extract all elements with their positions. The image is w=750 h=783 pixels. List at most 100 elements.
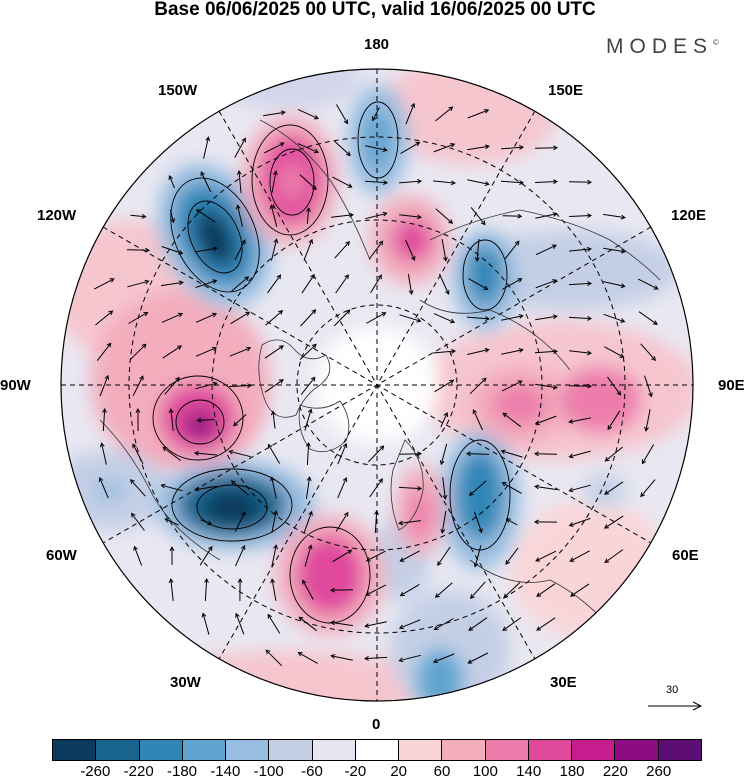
wind-vector bbox=[476, 238, 480, 262]
wind-vector bbox=[300, 377, 316, 395]
wind-vector bbox=[435, 208, 453, 224]
wind-vector-head bbox=[533, 519, 539, 525]
wind-vector-head bbox=[467, 659, 473, 664]
wind-vector-head bbox=[552, 279, 558, 284]
colorbar-swatch bbox=[658, 740, 701, 760]
wind-vector-head bbox=[439, 460, 445, 466]
wind-vector-head bbox=[445, 289, 450, 295]
wind-vector bbox=[335, 512, 349, 532]
wind-vector bbox=[535, 279, 557, 289]
wind-vector-head bbox=[377, 274, 382, 280]
wind-vector-head bbox=[298, 616, 304, 622]
wind-vector bbox=[604, 549, 624, 563]
wind-vector-head bbox=[278, 345, 284, 350]
wind-vector-head bbox=[345, 309, 351, 315]
wind-vector-head bbox=[205, 136, 211, 142]
lon-label-60e: 60E bbox=[672, 547, 699, 564]
wind-vector bbox=[641, 444, 655, 464]
wind-vector bbox=[99, 375, 109, 397]
wind-vector-head bbox=[139, 375, 144, 381]
wind-vector bbox=[570, 583, 590, 597]
wind-vector-head bbox=[311, 309, 317, 315]
colorbar-swatch bbox=[96, 740, 140, 760]
wind-vector-head bbox=[484, 181, 490, 186]
wind-vector-head bbox=[604, 490, 610, 495]
wind-vector-head bbox=[276, 274, 282, 280]
wind-vector-head bbox=[569, 557, 575, 562]
wind-vector-head bbox=[305, 441, 311, 447]
wind-vector bbox=[233, 414, 247, 426]
wind-vector bbox=[468, 617, 488, 631]
wind-vector bbox=[264, 379, 284, 393]
wind-vector bbox=[435, 106, 453, 122]
wind-vector bbox=[162, 446, 182, 462]
wind-vector bbox=[442, 477, 446, 499]
wind-vector-head bbox=[518, 348, 524, 353]
wind-vector-head bbox=[619, 353, 625, 358]
wind-vector-head bbox=[473, 562, 479, 568]
colorbar-swatch bbox=[312, 740, 356, 760]
wind-vector bbox=[127, 280, 149, 288]
wind-vector bbox=[95, 310, 113, 326]
wind-vector bbox=[640, 343, 656, 361]
wind-vector-head bbox=[620, 248, 626, 254]
wind-vector-head bbox=[160, 483, 166, 489]
wind-vector bbox=[332, 549, 352, 563]
colorbar-tick-label: -20 bbox=[344, 763, 367, 780]
wind-vector bbox=[267, 444, 281, 464]
wind-vector-head bbox=[308, 510, 313, 516]
wind-vector-head bbox=[449, 379, 455, 385]
wind-vector-head bbox=[240, 544, 246, 551]
colorbar-swatch bbox=[226, 740, 270, 760]
wind-vector bbox=[369, 478, 383, 498]
wind-vector bbox=[569, 350, 591, 354]
wind-vector bbox=[473, 511, 483, 533]
wind-vector bbox=[302, 580, 314, 600]
wind-vector bbox=[467, 179, 489, 185]
wind-vector bbox=[270, 239, 278, 261]
wind-vector bbox=[405, 239, 415, 261]
wind-vector bbox=[502, 482, 522, 494]
wind-vector bbox=[238, 170, 242, 194]
colorbar-swatch bbox=[528, 740, 573, 760]
wind-vector-head bbox=[177, 345, 183, 350]
wind-vector bbox=[467, 145, 489, 151]
wind-vector-head bbox=[399, 557, 405, 562]
wind-vector bbox=[467, 349, 489, 355]
wind-vector-head bbox=[347, 183, 353, 188]
wind-vector-head bbox=[480, 220, 486, 226]
wind-vector-head bbox=[484, 316, 491, 322]
wind-vector-head bbox=[517, 213, 523, 219]
wind-vector-head bbox=[162, 446, 168, 452]
wind-vector bbox=[170, 579, 174, 601]
colorbar-tick-label: 140 bbox=[516, 763, 542, 780]
wind-vector bbox=[501, 315, 523, 321]
wind-vector bbox=[126, 249, 150, 251]
wind-vector bbox=[440, 443, 448, 465]
wind-vector-head bbox=[311, 185, 317, 191]
wind-vector bbox=[568, 181, 592, 183]
wind-vector-head bbox=[416, 214, 422, 220]
wind-vector-head bbox=[535, 557, 541, 562]
wind-vector-head bbox=[211, 312, 218, 318]
wind-vector bbox=[534, 453, 558, 455]
wind-vector-head bbox=[465, 451, 471, 457]
wind-vector bbox=[535, 315, 557, 321]
wind-vector-head bbox=[536, 626, 542, 631]
wind-vector bbox=[569, 450, 591, 458]
wind-vector bbox=[569, 417, 591, 423]
wind-vector bbox=[130, 214, 146, 218]
wind-vector-head bbox=[270, 476, 275, 482]
wind-vector bbox=[234, 511, 246, 533]
wind-vector-head bbox=[169, 546, 175, 552]
wind-vector-head bbox=[196, 417, 202, 423]
wind-vector-head bbox=[503, 593, 509, 599]
wind-vector bbox=[330, 589, 354, 591]
wind-vector-head bbox=[374, 509, 379, 515]
wind-vector bbox=[306, 442, 310, 466]
wind-vector bbox=[399, 214, 421, 218]
wind-vector bbox=[301, 274, 315, 294]
wind-vector-head bbox=[432, 658, 438, 664]
wind-vector-head bbox=[536, 592, 542, 597]
wind-vector-head bbox=[398, 657, 404, 663]
